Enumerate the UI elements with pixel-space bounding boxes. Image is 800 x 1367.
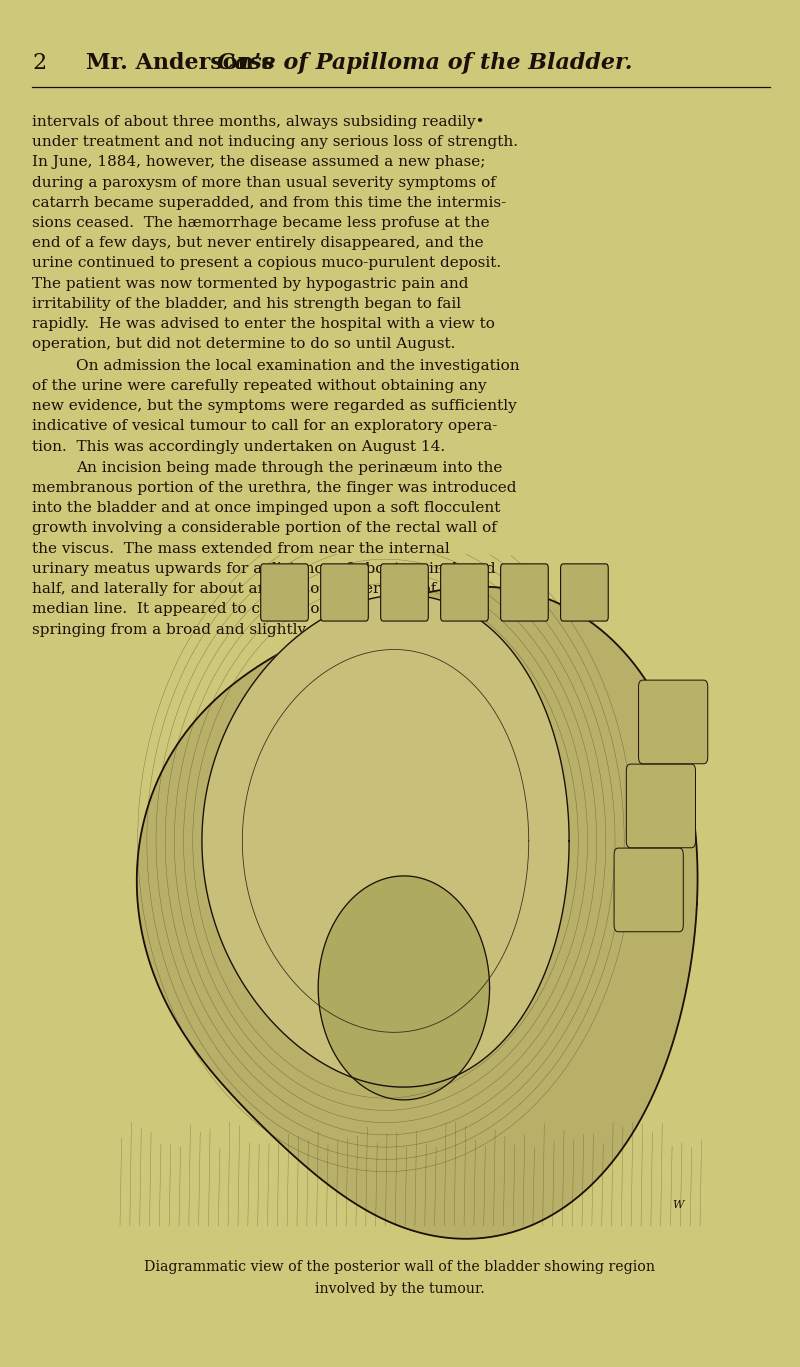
FancyBboxPatch shape [638, 681, 708, 764]
Text: intervals of about three months, always subsiding readily•: intervals of about three months, always … [32, 115, 485, 128]
Text: half, and laterally for about an inch on either side of the: half, and laterally for about an inch on… [32, 582, 466, 596]
Text: The patient was now tormented by hypogastric pain and: The patient was now tormented by hypogas… [32, 276, 469, 291]
Text: irritability of the bladder, and his strength began to fail: irritability of the bladder, and his str… [32, 297, 461, 310]
FancyBboxPatch shape [626, 764, 695, 848]
Text: urinary meatus upwards for a distance of about an inch and a: urinary meatus upwards for a distance of… [32, 562, 510, 576]
Text: Mr. Anderson’s: Mr. Anderson’s [86, 52, 282, 74]
FancyBboxPatch shape [614, 848, 683, 932]
Text: of the urine were carefully repeated without obtaining any: of the urine were carefully repeated wit… [32, 379, 486, 392]
Text: growth involving a considerable portion of the rectal wall of: growth involving a considerable portion … [32, 521, 497, 536]
Text: membranous portion of the urethra, the finger was introduced: membranous portion of the urethra, the f… [32, 481, 517, 495]
Text: springing from a broad and slightly elevated base, and during: springing from a broad and slightly elev… [32, 622, 511, 637]
Text: 2: 2 [32, 52, 46, 74]
Text: indicative of vesical tumour to call for an exploratory opera-: indicative of vesical tumour to call for… [32, 420, 498, 433]
FancyBboxPatch shape [321, 563, 368, 621]
Text: urine continued to present a copious muco-purulent deposit.: urine continued to present a copious muc… [32, 257, 501, 271]
Text: rapidly.  He was advised to enter the hospital with a view to: rapidly. He was advised to enter the hos… [32, 317, 495, 331]
Polygon shape [202, 595, 569, 1087]
Text: sions ceased.  The hæmorrhage became less profuse at the: sions ceased. The hæmorrhage became less… [32, 216, 490, 230]
Text: On admission the local examination and the investigation: On admission the local examination and t… [76, 358, 520, 373]
Text: catarrh became superadded, and from this time the intermis-: catarrh became superadded, and from this… [32, 195, 506, 209]
Text: In June, 1884, however, the disease assumed a new phase;: In June, 1884, however, the disease assu… [32, 156, 486, 170]
Text: involved by the tumour.: involved by the tumour. [315, 1282, 485, 1296]
FancyBboxPatch shape [381, 563, 428, 621]
Text: W: W [672, 1200, 683, 1210]
Text: Diagrammatic view of the posterior wall of the bladder showing region: Diagrammatic view of the posterior wall … [145, 1260, 655, 1274]
FancyBboxPatch shape [261, 563, 308, 621]
FancyBboxPatch shape [441, 563, 488, 621]
Text: under treatment and not inducing any serious loss of strength.: under treatment and not inducing any ser… [32, 135, 518, 149]
FancyBboxPatch shape [501, 563, 548, 621]
Text: end of a few days, but never entirely disappeared, and the: end of a few days, but never entirely di… [32, 236, 484, 250]
Text: operation, but did not determine to do so until August.: operation, but did not determine to do s… [32, 338, 455, 351]
Text: during a paroxysm of more than usual severity symptoms of: during a paroxysm of more than usual sev… [32, 175, 496, 190]
Text: Case of Papilloma of the Bladder.: Case of Papilloma of the Bladder. [217, 52, 632, 74]
Text: into the bladder and at once impinged upon a soft flocculent: into the bladder and at once impinged up… [32, 502, 500, 515]
Bar [104, 540, 716, 1240]
Text: median line.  It appeared to consist of long villous processes: median line. It appeared to consist of l… [32, 603, 499, 617]
FancyBboxPatch shape [561, 563, 608, 621]
Text: new evidence, but the symptoms were regarded as sufficiently: new evidence, but the symptoms were rega… [32, 399, 517, 413]
Polygon shape [137, 586, 698, 1239]
Text: the viscus.  The mass extended from near the internal: the viscus. The mass extended from near … [32, 541, 450, 556]
Text: An incision being made through the perinæum into the: An incision being made through the perin… [76, 461, 502, 474]
Polygon shape [318, 876, 490, 1100]
Text: tion.  This was accordingly undertaken on August 14.: tion. This was accordingly undertaken on… [32, 440, 445, 454]
